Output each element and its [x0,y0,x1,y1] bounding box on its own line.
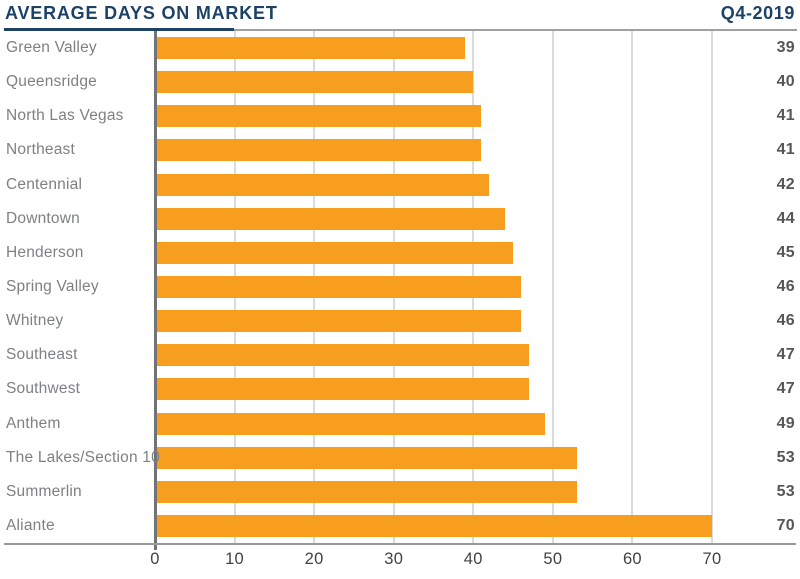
bar [157,344,529,367]
bar [157,173,490,196]
value-label: 70 [776,516,795,534]
category-label: The Lakes/Section 10 [6,448,160,466]
x-tick-label: 70 [702,550,722,568]
category-label: Whitney [6,312,64,330]
gridline [631,31,634,543]
value-label: 41 [776,107,795,125]
x-tick-label: 30 [384,550,404,568]
bar [157,412,545,435]
value-label: 47 [776,380,795,398]
value-label: 42 [776,175,795,193]
value-label: 49 [776,414,795,432]
category-label: Green Valley [6,39,97,57]
value-label: 41 [776,141,795,159]
value-label: 40 [776,73,795,91]
x-tick-label: 10 [225,550,245,568]
x-tick-label: 60 [622,550,642,568]
y-axis-line [154,31,157,550]
category-label: Downtown [6,209,80,227]
category-label: Anthem [6,414,61,432]
category-label: Henderson [6,243,84,261]
x-tick-label: 20 [304,550,324,568]
title-underline [4,28,234,31]
value-label: 45 [776,243,795,261]
x-axis-line [4,543,796,545]
category-label: Southwest [6,380,81,398]
category-label: Centennial [6,175,83,193]
x-tick-label: 50 [543,550,563,568]
value-label: 44 [776,209,795,227]
value-label: 39 [776,39,795,57]
gridline [711,31,713,543]
bar [157,276,522,298]
gridline [551,31,554,543]
x-tick-label: 0 [150,550,160,568]
period-label: Q4-2019 [720,3,795,23]
bar [157,207,506,230]
category-label: Spring Valley [6,277,99,295]
category-label: Queensridge [6,73,97,91]
value-label: 53 [776,482,795,500]
chart-title: AVERAGE DAYS ON MARKET [5,3,278,23]
bar [157,446,577,469]
category-label: Southeast [6,346,78,364]
bar [157,514,712,537]
bar [157,71,474,94]
value-label: 47 [776,346,795,364]
bar [157,37,466,60]
x-tick-label: 40 [463,550,483,568]
category-label: North Las Vegas [6,107,124,125]
bar [157,310,522,333]
bar [157,378,529,401]
bar [157,480,577,503]
bar [157,241,514,264]
value-label: 46 [776,277,795,295]
value-label: 46 [776,312,795,330]
category-label: Summerlin [6,482,82,500]
bar [157,105,482,128]
value-label: 53 [776,448,795,466]
bar [157,139,482,162]
top-rule [4,29,797,31]
category-label: Aliante [6,516,55,534]
category-label: Northeast [6,141,75,159]
